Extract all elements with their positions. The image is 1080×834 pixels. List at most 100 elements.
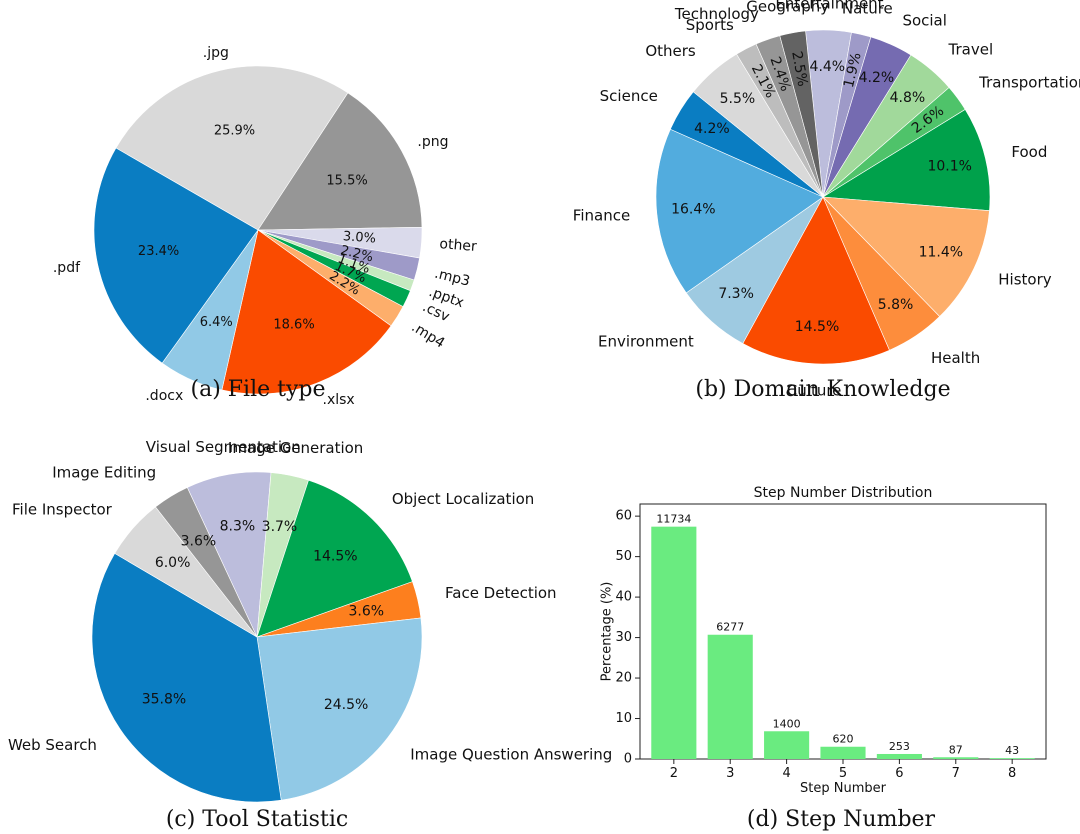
caption-c-tool-statistic: (c) Tool Statistic [166, 807, 348, 832]
pie-slice-jpg [115, 65, 349, 231]
pie-slice-web-search [91, 552, 282, 803]
bar-value-label-7: 87 [949, 743, 963, 756]
x-tick-label-8: 8 [1008, 766, 1016, 781]
pie-label-nature: Nature [842, 0, 893, 17]
chart-title: Step Number Distribution [754, 485, 933, 501]
pie-slice-image-editing [155, 487, 258, 638]
pie-label-health: Health [931, 349, 980, 367]
y-tick-label-20: 20 [615, 671, 632, 686]
pie-pct-image-question-answering: 24.5% [324, 697, 368, 713]
pie-pct-jpg: 25.9% [214, 124, 255, 139]
pie-label-file-inspector: File Inspector [12, 501, 113, 519]
pie-slice-object-localization [256, 479, 413, 638]
x-tick-label-6: 6 [895, 766, 903, 781]
plot-frame [639, 503, 1047, 760]
bar-step-6 [876, 753, 922, 759]
pie-label-face-detection: Face Detection [445, 584, 557, 602]
bar-step-2 [651, 526, 697, 759]
pie-pct-pdf: 23.4% [138, 244, 179, 259]
pie-pct-object-localization: 14.5% [313, 549, 357, 565]
caption-b-domain-knowledge: (b) Domain Knowledge [695, 377, 950, 402]
bar-value-label-2: 11734 [656, 513, 691, 526]
bar-step-5 [820, 746, 866, 759]
pie-label-web-search: Web Search [8, 736, 97, 754]
pie-pct-environment: 7.3% [718, 286, 754, 302]
y-tick-label-30: 30 [615, 630, 632, 645]
pie-label-sports: Sports [686, 16, 734, 34]
pie-label-image-generation: Image Generation [228, 439, 363, 457]
pie-slice-finance [655, 128, 824, 294]
pie-pct-visual-segmentation: 8.3% [220, 519, 256, 535]
pie-label-geography: Geography [746, 0, 829, 16]
caption-d-step-number: (d) Step Number [747, 807, 936, 832]
bar-value-label-6: 253 [889, 740, 910, 753]
chart-domain-knowledge: 4.4% Entertainment 1.9% Nature 4.2% Social 4.8… [573, 0, 1080, 402]
pie-pct-geography: 2.5% [788, 50, 810, 88]
pie-label-other: other [439, 236, 478, 255]
pie-label-finance: Finance [573, 207, 630, 225]
pie-pct-image-generation: 3.7% [262, 519, 298, 535]
pie-slice-xlsx [221, 229, 392, 395]
pie-label-science: Science [600, 87, 658, 105]
pie-label-object-localization: Object Localization [392, 490, 534, 508]
pie-label-social: Social [902, 11, 946, 29]
bar-value-label-5: 620 [833, 733, 854, 746]
pie-pct-face-detection: 3.6% [348, 604, 384, 620]
pie-label-food: Food [1011, 143, 1047, 161]
pie-pct-food: 10.1% [927, 159, 971, 175]
pie-pct-others: 5.5% [720, 91, 756, 107]
pie-pct-social: 4.2% [859, 70, 895, 86]
pie-label-image-question-answering: Image Question Answering [410, 745, 612, 763]
x-axis-label: Step Number [800, 781, 887, 796]
pie-pct-docx: 6.4% [200, 315, 233, 330]
y-tick-label-50: 50 [615, 549, 632, 564]
pie-pct-health: 5.8% [878, 297, 914, 313]
pie-slice-geography [779, 30, 824, 198]
pie-pct-travel: 4.8% [890, 90, 926, 106]
x-tick-label-5: 5 [839, 766, 847, 781]
pie-label-technology: Technology [674, 5, 759, 23]
bar-value-label-3: 6277 [716, 621, 744, 634]
caption-a-file-type: (a) File type [191, 377, 326, 402]
pie-label-mp4: .mp4 [408, 319, 447, 352]
bar-step-4 [764, 731, 810, 759]
y-tick-label-60: 60 [615, 509, 632, 524]
y-tick-label-0: 0 [624, 752, 632, 767]
pie-pct-culture: 14.5% [795, 319, 839, 335]
pie-pct-file-inspector: 6.0% [155, 555, 191, 571]
pie-pct-science: 4.2% [694, 121, 730, 137]
pie-label-visual-segmentation: Visual Segmentation [146, 438, 301, 456]
bar-step-3 [707, 634, 753, 759]
pie-label-docx: .docx [145, 388, 183, 404]
pie-label-jpg: .jpg [203, 45, 229, 61]
bar-step-8 [989, 758, 1035, 759]
pie-label-xlsx: .xlsx [323, 392, 355, 408]
y-axis-label: Percentage (%) [600, 582, 615, 682]
pie-slice-image-question-answering [256, 617, 423, 801]
pie-label-environment: Environment [598, 332, 694, 350]
pie-slice-history [822, 196, 990, 317]
x-tick-label-4: 4 [782, 766, 790, 781]
pie-label-culture: Culture [787, 382, 842, 400]
x-tick-label-3: 3 [726, 766, 734, 781]
pie-label-travel: Travel [948, 40, 994, 58]
pie-slice-png [257, 92, 423, 231]
pie-pct-web-search: 35.8% [142, 692, 186, 708]
pie-pct-png: 15.5% [326, 173, 367, 188]
pie-pct-nature: 1.9% [841, 51, 865, 89]
pie-label-pdf: .pdf [53, 260, 81, 276]
pie-pct-image-editing: 3.6% [181, 533, 217, 549]
pie-label-history: History [998, 270, 1051, 288]
bar-value-label-8: 43 [1005, 744, 1019, 757]
pie-slice-visual-segmentation [186, 471, 272, 639]
pie-pct-entertainment: 4.4% [810, 59, 846, 75]
pie-label-image-editing: Image Editing [52, 463, 156, 481]
chart-tool-statistic: 8.3% Visual Segmentation 3.7% Image Generat… [8, 438, 612, 832]
bar-step-7 [933, 757, 979, 759]
pie-label-others: Others [645, 42, 696, 60]
y-tick-label-40: 40 [615, 590, 632, 605]
pie-label-png: .png [417, 134, 448, 150]
y-tick-label-10: 10 [615, 711, 632, 726]
